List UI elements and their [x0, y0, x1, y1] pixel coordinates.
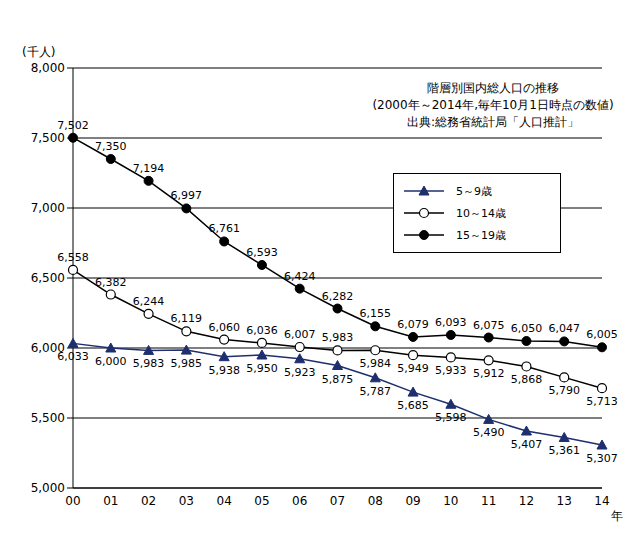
- svg-text:6,033: 6,033: [57, 350, 89, 363]
- svg-text:5,361: 5,361: [548, 444, 580, 457]
- svg-text:5,875: 5,875: [322, 373, 354, 386]
- svg-text:6,593: 6,593: [246, 246, 278, 259]
- svg-text:13: 13: [557, 494, 572, 508]
- html-text:年: 年: [611, 509, 623, 523]
- svg-text:6,997: 6,997: [171, 189, 203, 202]
- svg-text:6,007: 6,007: [284, 328, 316, 341]
- svg-text:00: 00: [65, 494, 80, 508]
- svg-text:5,923: 5,923: [284, 366, 316, 379]
- svg-text:07: 07: [330, 494, 345, 508]
- svg-text:5,598: 5,598: [435, 411, 467, 424]
- svg-text:7,350: 7,350: [95, 140, 127, 153]
- svg-text:5,685: 5,685: [397, 399, 429, 412]
- svg-text:6,424: 6,424: [284, 270, 316, 283]
- svg-text:5,787: 5,787: [360, 385, 392, 398]
- svg-text:12: 12: [519, 494, 534, 508]
- svg-text:5,912: 5,912: [473, 367, 505, 380]
- svg-text:5,307: 5,307: [586, 452, 618, 465]
- html-text:10～14歳: 10～14歳: [456, 206, 506, 220]
- svg-text:6,761: 6,761: [208, 222, 240, 235]
- svg-text:05: 05: [254, 494, 269, 508]
- svg-text:5,984: 5,984: [360, 357, 392, 370]
- svg-text:5,938: 5,938: [208, 364, 240, 377]
- svg-text:6,000: 6,000: [95, 355, 127, 368]
- svg-text:6,036: 6,036: [246, 324, 278, 337]
- svg-text:8,000: 8,000: [31, 61, 65, 75]
- svg-text:6,119: 6,119: [171, 312, 203, 325]
- html-text:(2000年～2014年,毎年10月1日時点の数値): (2000年～2014年,毎年10月1日時点の数値): [372, 98, 614, 112]
- svg-text:06: 06: [292, 494, 307, 508]
- svg-text:03: 03: [179, 494, 194, 508]
- svg-text:6,093: 6,093: [435, 316, 467, 329]
- svg-text:5,933: 5,933: [435, 364, 467, 377]
- svg-text:7,000: 7,000: [31, 201, 65, 215]
- svg-text:5,713: 5,713: [586, 395, 618, 408]
- svg-text:7,502: 7,502: [57, 119, 89, 132]
- svg-text:6,075: 6,075: [473, 319, 505, 332]
- html-text:5～9歳: 5～9歳: [456, 184, 492, 198]
- svg-text:5,868: 5,868: [511, 373, 543, 386]
- svg-text:01: 01: [103, 494, 118, 508]
- svg-text:6,000: 6,000: [30, 341, 65, 356]
- svg-text:14: 14: [594, 494, 609, 508]
- html-text:15～19歳: 15～19歳: [456, 228, 506, 242]
- html-text:階層別国内総人口の推移: 階層別国内総人口の推移: [427, 81, 559, 95]
- svg-text:6,005: 6,005: [586, 328, 618, 341]
- svg-text:5,983: 5,983: [322, 331, 354, 344]
- svg-text:10: 10: [443, 494, 458, 508]
- svg-text:08: 08: [368, 494, 383, 508]
- svg-text:6,500: 6,500: [31, 271, 65, 285]
- svg-text:6,382: 6,382: [95, 276, 127, 289]
- svg-text:5,407: 5,407: [511, 438, 543, 451]
- svg-text:7,194: 7,194: [133, 162, 165, 175]
- svg-text:5,950: 5,950: [246, 362, 278, 375]
- svg-text:6,060: 6,060: [208, 321, 240, 334]
- svg-text:7,500: 7,500: [31, 131, 65, 145]
- svg-text:5,000: 5,000: [31, 481, 65, 495]
- svg-text:5,490: 5,490: [473, 426, 505, 439]
- svg-text:5,790: 5,790: [548, 384, 580, 397]
- svg-text:09: 09: [405, 494, 420, 508]
- svg-text:11: 11: [481, 494, 496, 508]
- svg-text:04: 04: [217, 494, 232, 508]
- html-text:(千人): (千人): [22, 45, 56, 59]
- svg-text:5,949: 5,949: [397, 362, 429, 375]
- svg-text:6,558: 6,558: [57, 251, 89, 264]
- svg-text:6,244: 6,244: [133, 295, 165, 308]
- svg-text:6,050: 6,050: [511, 322, 543, 335]
- svg-text:02: 02: [141, 494, 156, 508]
- svg-text:6,079: 6,079: [397, 318, 429, 331]
- html-text:出典:総務省統計局「人口推計」: 出典:総務省統計局「人口推計」: [407, 115, 579, 129]
- svg-text:6,282: 6,282: [322, 290, 354, 303]
- svg-text:6,155: 6,155: [360, 307, 392, 320]
- svg-text:5,500: 5,500: [31, 411, 65, 425]
- svg-text:5,983: 5,983: [133, 357, 165, 370]
- svg-text:5,985: 5,985: [171, 357, 203, 370]
- svg-text:6,047: 6,047: [548, 322, 580, 335]
